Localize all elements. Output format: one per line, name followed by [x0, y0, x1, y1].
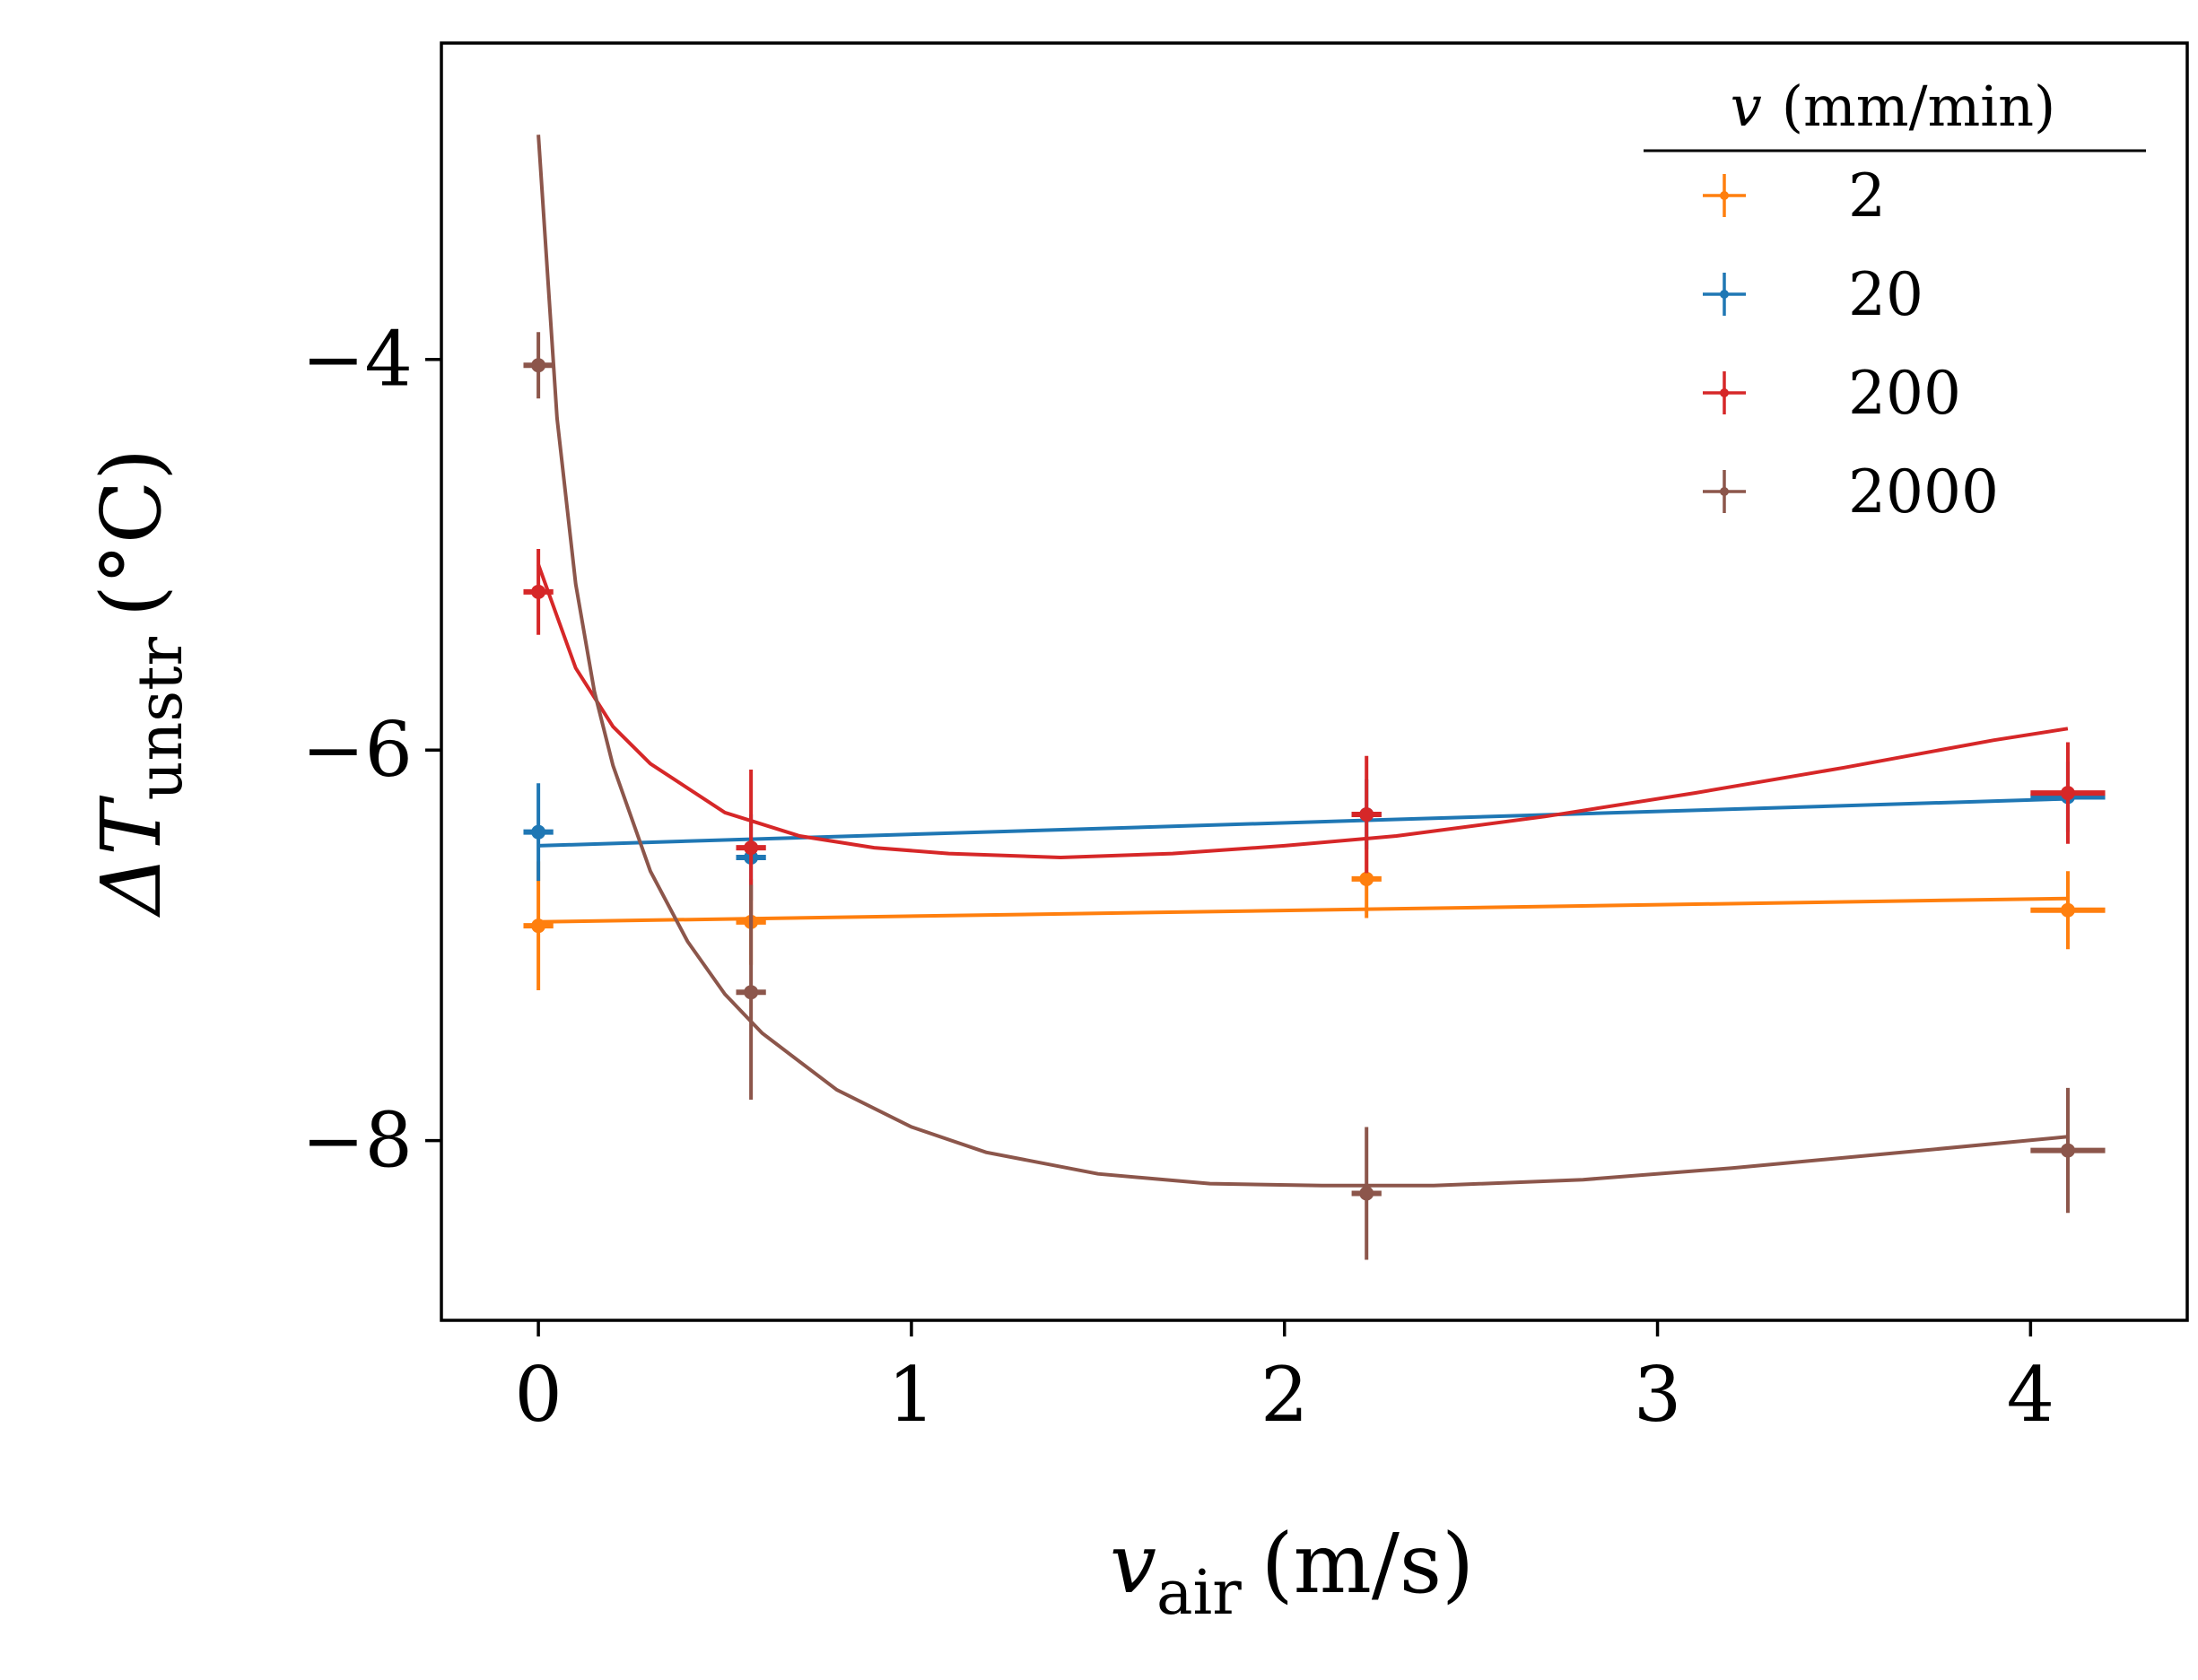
plot-content: [523, 135, 2106, 1260]
x-tick-label: 1: [887, 1351, 935, 1439]
y-axis-ticks: −8 −6 −4: [301, 316, 441, 1185]
plot-area: [440, 41, 2189, 1322]
legend-label: 2000: [1848, 457, 1999, 527]
legend-entry: 200: [1703, 359, 1961, 428]
fit-line-200: [536, 563, 2069, 860]
y-axis-label: ΔTunstr (°C): [83, 448, 196, 918]
fit-line-20: [538, 796, 2068, 848]
legend-marker-dot: [1720, 191, 1729, 200]
x-axis-ticks: 0 1 2 3 4: [514, 1320, 2054, 1439]
x-tick-label: 3: [1634, 1351, 1681, 1439]
y-tick-label: −8: [301, 1097, 413, 1185]
legend-title: v (mm/min): [1731, 74, 2055, 139]
legend-marker-dot: [1720, 487, 1729, 496]
data-point: [1359, 807, 1374, 823]
data-point: [2060, 902, 2075, 918]
series-200: [523, 548, 2106, 927]
data-point: [2060, 786, 2075, 801]
fit-line-2: [538, 896, 2068, 924]
x-tick-label: 4: [2007, 1351, 2054, 1439]
y-tick-label: −4: [301, 316, 413, 404]
x-tick-label: 0: [514, 1351, 562, 1439]
data-point: [1359, 871, 1374, 886]
y-axis-label-unit: (°C): [83, 448, 179, 617]
x-axis-label-sub: air: [1156, 1558, 1242, 1629]
data-point: [531, 824, 546, 840]
y-axis-label-main: ΔT: [83, 796, 179, 918]
x-axis-label-main: v: [1110, 1516, 1156, 1612]
legend-title-unit: (mm/min): [1782, 74, 2055, 139]
x-axis-label: vair (m/s): [1110, 1516, 1474, 1629]
fit-line-2000: [536, 135, 2069, 1188]
x-axis-label-unit: (m/s): [1261, 1516, 1474, 1612]
legend-entry: 2: [1703, 161, 1886, 231]
data-point: [531, 918, 546, 934]
series-2000: [523, 135, 2106, 1260]
legend-label: 200: [1848, 359, 1961, 428]
legend-entry: 2000: [1703, 457, 1999, 527]
x-tick-label: 2: [1260, 1351, 1308, 1439]
y-axis-label-sub: unstr: [126, 637, 196, 801]
data-point: [744, 840, 759, 856]
legend: v (mm/min) 2 20 200 2000: [1644, 74, 2146, 527]
data-point: [1359, 1186, 1374, 1201]
legend-label: 20: [1848, 260, 1923, 329]
data-point: [744, 985, 759, 1000]
data-point: [2060, 1143, 2075, 1158]
legend-entry: 20: [1703, 260, 1923, 329]
data-point: [531, 358, 546, 373]
legend-marker-dot: [1720, 388, 1729, 397]
legend-label: 2: [1848, 161, 1886, 231]
y-tick-label: −6: [301, 706, 413, 794]
legend-marker-dot: [1720, 290, 1729, 299]
legend-title-var: v: [1731, 74, 1762, 139]
data-point: [531, 584, 546, 599]
legend-entries: 2 20 200 2000: [1703, 161, 1999, 527]
